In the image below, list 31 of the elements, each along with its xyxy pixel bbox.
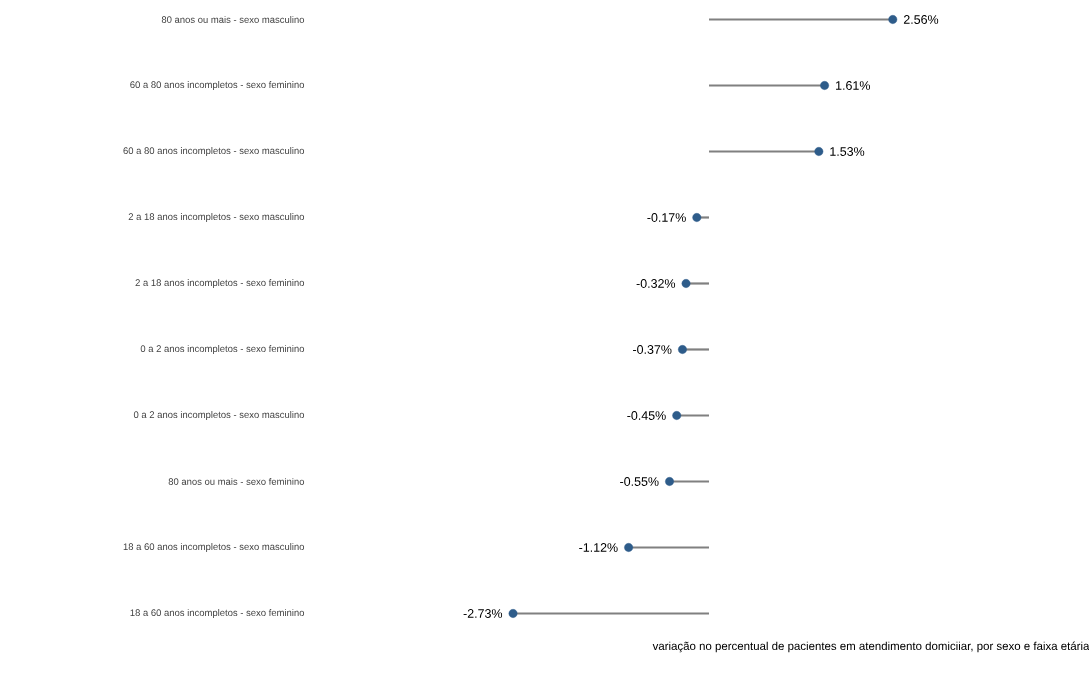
point — [888, 15, 898, 24]
y-tick-label: 18 a 60 anos incompletos - sexo masculino — [123, 543, 305, 552]
data-label: 1.53% — [830, 147, 865, 156]
y-tick-label: 80 anos ou mais - sexo feminino — [168, 478, 305, 485]
point — [672, 411, 682, 420]
data-label: -0.17% — [647, 213, 686, 222]
y-tick-label: 0 a 2 anos incompletos - sexo masculino — [133, 411, 305, 420]
data-label: -1.12% — [579, 543, 618, 552]
data-label: -0.45% — [627, 411, 666, 420]
data-label: -2.73% — [463, 609, 503, 618]
point — [692, 213, 702, 222]
y-tick-label: 18 a 60 anos incompletos - sexo feminino — [130, 609, 305, 618]
data-label: -0.55% — [620, 477, 659, 486]
y-tick-label: 2 a 18 anos incompletos - sexo masculino — [128, 213, 305, 222]
data-label: 2.56% — [903, 15, 939, 24]
y-tick-label: 0 a 2 anos incompletos - sexo feminino — [140, 345, 305, 354]
point — [814, 147, 824, 156]
y-tick-label: 80 anos ou mais - sexo masculino — [161, 16, 305, 23]
data-label: 1.61% — [836, 81, 870, 90]
point — [681, 279, 691, 288]
point — [820, 81, 829, 90]
point — [665, 477, 674, 486]
data-label: -0.32% — [636, 279, 676, 288]
y-tick-label: 60 a 80 anos incompletos - sexo masculino — [123, 147, 305, 156]
point — [678, 345, 687, 354]
y-tick-label: 2 a 18 anos incompletos - sexo feminino — [135, 279, 305, 288]
y-tick-label: 60 a 80 anos incompletos - sexo feminino — [130, 81, 305, 90]
data-label: -0.37% — [633, 345, 672, 354]
point — [508, 609, 518, 618]
point — [624, 543, 634, 552]
x-axis-title: variação no percentual de pacientes em atendimento domiciiar, por sexo e faixa etária — [652, 641, 1089, 653]
